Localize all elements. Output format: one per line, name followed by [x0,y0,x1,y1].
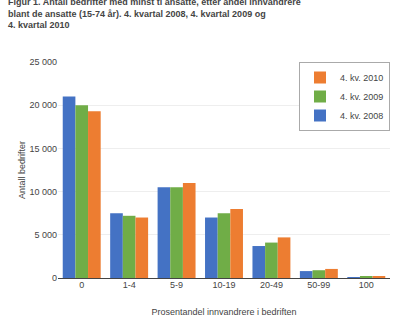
svg-text:20-49: 20-49 [260,280,283,290]
svg-text:Antall bedrifter: Antall bedrifter [17,141,27,199]
svg-text:4. kv. 2009: 4. kv. 2009 [340,92,383,102]
svg-text:5-9: 5-9 [170,280,183,290]
svg-text:4. kv. 2008: 4. kv. 2008 [340,111,383,121]
svg-text:Figur 1. Antall bedrifter med: Figur 1. Antall bedrifter med minst ti a… [8,0,301,30]
svg-text:5 000: 5 000 [34,230,57,240]
svg-text:10-19: 10-19 [212,280,235,290]
svg-text:4. kv. 2010: 4. kv. 2010 [340,73,383,83]
svg-text:25 000: 25 000 [29,57,57,67]
svg-text:15 000: 15 000 [29,144,57,154]
svg-text:100: 100 [359,280,374,290]
svg-text:0: 0 [79,280,84,290]
svg-text:20 000: 20 000 [29,100,57,110]
svg-text:Prosentandel innvandrere i bed: Prosentandel innvandrere i bedriften [151,307,296,317]
svg-text:0: 0 [52,273,57,283]
svg-text:10 000: 10 000 [29,187,57,197]
svg-text:50-99: 50-99 [307,280,330,290]
svg-text:1-4: 1-4 [123,280,136,290]
